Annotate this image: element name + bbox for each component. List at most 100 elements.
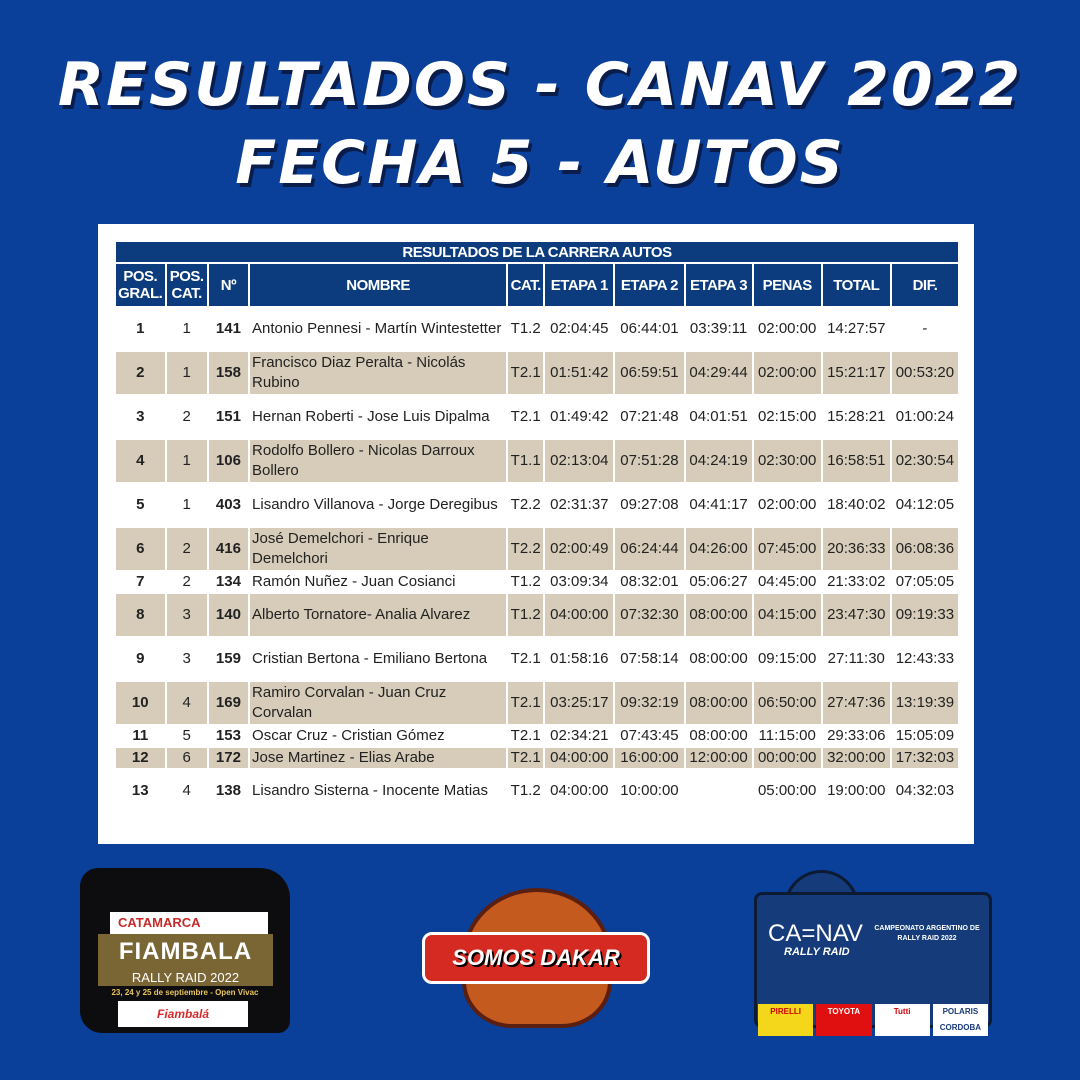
cell-total: 23:47:30 [822, 594, 890, 636]
column-header: POS. GRAL. [116, 264, 165, 306]
logo-text: CATAMARCA [110, 912, 268, 934]
sponsor-toyota: TOYOTA [816, 1004, 872, 1036]
cell-number: 403 [215, 496, 241, 513]
cell-etapa3: 04:24:19 [685, 440, 752, 482]
column-header: ETAPA 3 [685, 264, 752, 306]
cell-dif: - [922, 320, 928, 337]
cell-cat: T1.1 [508, 440, 544, 482]
column-header: Nº [208, 264, 249, 306]
logo-text: RALLY RAID [784, 946, 850, 958]
cell-number: 169 [208, 682, 249, 724]
column-header: POS. CAT. [166, 264, 207, 306]
cell-etapa2: 06:59:51 [615, 352, 684, 394]
cell-pos-gral: 4 [116, 440, 165, 482]
sponsor-polaris: POLARIS CORDOBA [932, 1004, 988, 1036]
cell-etapa1: 03:09:34 [550, 573, 609, 590]
cell-cat: T2.1 [510, 727, 541, 744]
table-row: 12 6 172 Jose Martinez - Elias Arabe T2.1 04:… [116, 748, 958, 768]
cell-total: 19:00:00 [827, 782, 886, 799]
results-panel: RESULTADOS DE LA CARRERA AUTOS POS. GRAL… [98, 224, 974, 844]
cell-total: 14:27:57 [827, 320, 886, 337]
cell-cat: T1.2 [510, 573, 541, 590]
cell-number: 106 [208, 440, 249, 482]
cell-etapa2: 07:43:45 [620, 727, 679, 744]
cell-etapa2: 08:32:01 [620, 573, 679, 590]
cell-etapa3: 04:41:17 [689, 496, 748, 513]
cell-pos-gral: 7 [136, 573, 145, 590]
cell-cat: T1.2 [510, 320, 541, 337]
cell-pos-cat: 1 [182, 496, 191, 513]
canav-rally-raid-logo: CA=NAV RALLY RAID CAMPEONATO ARGENTINO D… [754, 870, 992, 1036]
cell-cat: T2.2 [508, 528, 544, 570]
cell-name: Rodolfo Bollero - Nicolas Darroux Boller… [250, 440, 507, 482]
cell-etapa1: 01:51:42 [545, 352, 614, 394]
cell-etapa2: 16:00:00 [615, 748, 684, 768]
cell-etapa1: 02:13:04 [545, 440, 614, 482]
sponsor-pirelli: PIRELLI [758, 1004, 814, 1036]
cell-cat: T2.1 [508, 682, 544, 724]
table-row: 6 2 416 José Demelchori - Enrique Demelchor… [116, 528, 958, 570]
cell-cat: T2.1 [510, 650, 541, 667]
cell-etapa1: 02:34:21 [550, 727, 609, 744]
cell-etapa3: 08:00:00 [689, 650, 748, 667]
cell-dif: 04:32:03 [895, 782, 955, 799]
cell-etapa1: 02:04:45 [550, 320, 609, 337]
table-row: 13 4 138 Lisandro Sisterna - Inocente Matia… [116, 770, 958, 812]
cell-pos-gral: 3 [136, 408, 145, 425]
cell-dif: 02:30:54 [891, 440, 958, 482]
cell-name: Jose Martinez - Elias Arabe [250, 748, 507, 768]
cell-etapa2: 06:44:01 [620, 320, 679, 337]
cell-number: 134 [215, 573, 241, 590]
cell-pos-gral: 10 [116, 682, 165, 724]
cell-etapa1: 04:00:00 [550, 782, 609, 799]
cell-penas: 05:00:00 [757, 782, 817, 799]
cell-name: Ramiro Corvalan - Juan Cruz Corvalan [250, 682, 507, 724]
table-row: 8 3 140 Alberto Tornatore- Analia Alvarez T1… [116, 594, 958, 636]
cell-dif: 13:19:39 [891, 682, 958, 724]
table-row: 9 3 159 Cristian Bertona - Emiliano Bertona… [116, 638, 958, 680]
cell-pos-gral: 1 [136, 320, 145, 337]
cell-etapa3: 04:01:51 [689, 408, 748, 425]
logo-text: CA=NAV [768, 920, 863, 947]
cell-penas: 04:15:00 [753, 594, 821, 636]
cell-etapa1: 01:58:16 [550, 650, 609, 667]
cell-etapa2: 09:27:08 [620, 496, 679, 513]
cell-total: 20:36:33 [822, 528, 890, 570]
column-header: DIF. [891, 264, 958, 306]
cell-penas: 09:15:00 [757, 650, 817, 667]
cell-etapa3: 08:00:00 [685, 594, 752, 636]
cell-name: Oscar Cruz - Cristian Gómez [252, 727, 445, 744]
cell-pos-gral: 6 [116, 528, 165, 570]
cell-total: 21:33:02 [827, 573, 886, 590]
cell-etapa1: 04:00:00 [545, 748, 614, 768]
cell-total: 18:40:02 [827, 496, 886, 513]
logo-text: FIAMBALA [98, 934, 273, 970]
page-title-line2: FECHA 5 - AUTOS [235, 128, 845, 198]
cell-name: Lisandro Sisterna - Inocente Matias [252, 782, 488, 799]
column-header: TOTAL [822, 264, 890, 306]
cell-cat: T2.2 [510, 496, 541, 513]
cell-name: Hernan Roberti - Jose Luis Dipalma [252, 408, 490, 425]
cell-number: 159 [215, 650, 241, 667]
cell-etapa3: 12:00:00 [685, 748, 752, 768]
cell-pos-gral: 9 [136, 650, 145, 667]
sponsor-tutti: Tutti [874, 1004, 930, 1036]
cell-etapa3: 05:06:27 [689, 573, 748, 590]
cell-etapa2: 07:51:28 [615, 440, 684, 482]
cell-etapa2: 10:00:00 [620, 782, 679, 799]
table-row: 5 1 403 Lisandro Villanova - Jorge Deregibu… [116, 484, 958, 526]
cell-name: Antonio Pennesi - Martín Wintestetter [252, 320, 502, 337]
table-caption: RESULTADOS DE LA CARRERA AUTOS [116, 242, 958, 262]
cell-dif: 00:53:20 [891, 352, 958, 394]
cell-pos-gral: 12 [116, 748, 165, 768]
cell-name: Alberto Tornatore- Analia Alvarez [250, 594, 507, 636]
cell-etapa1: 04:00:00 [545, 594, 614, 636]
cell-pos-cat: 1 [166, 440, 207, 482]
cell-etapa2: 07:32:30 [615, 594, 684, 636]
cell-name: Francisco Diaz Peralta - Nicolás Rubino [250, 352, 507, 394]
cell-number: 416 [208, 528, 249, 570]
cell-pos-cat: 2 [166, 528, 207, 570]
cell-etapa3: 03:39:11 [689, 320, 748, 337]
cell-etapa3 [686, 770, 752, 812]
cell-penas: 04:45:00 [757, 573, 817, 590]
